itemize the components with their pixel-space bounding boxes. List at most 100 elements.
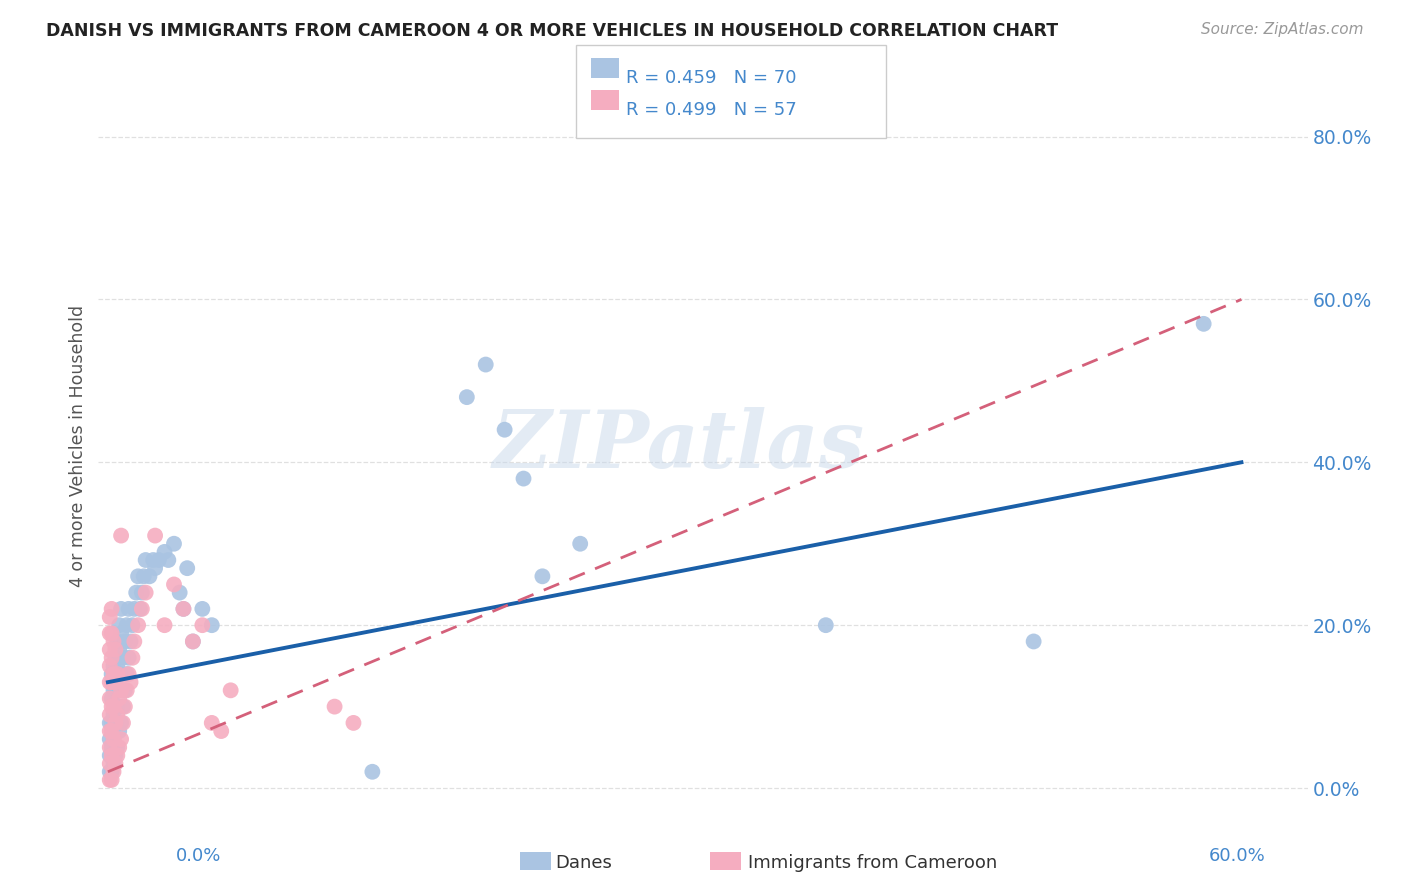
Point	[108, 642, 131, 657]
Point	[98, 740, 121, 755]
Point	[100, 764, 122, 779]
Point	[143, 528, 166, 542]
Point	[474, 358, 496, 372]
Point	[157, 553, 180, 567]
Point	[169, 585, 191, 599]
Point	[118, 667, 141, 681]
Point	[111, 699, 134, 714]
Point	[219, 683, 242, 698]
Point	[115, 667, 138, 681]
Point	[512, 472, 534, 486]
Point	[172, 602, 194, 616]
Point	[98, 715, 121, 730]
Point	[142, 553, 165, 567]
Text: 60.0%: 60.0%	[1209, 847, 1265, 865]
Point	[100, 748, 122, 763]
Point	[191, 602, 214, 616]
Text: DANISH VS IMMIGRANTS FROM CAMEROON 4 OR MORE VEHICLES IN HOUSEHOLD CORRELATION C: DANISH VS IMMIGRANTS FROM CAMEROON 4 OR …	[46, 22, 1059, 40]
Text: 0.0%: 0.0%	[176, 847, 221, 865]
Point	[100, 675, 122, 690]
Point	[127, 569, 149, 583]
Point	[100, 667, 122, 681]
Point	[110, 715, 132, 730]
Y-axis label: 4 or more Vehicles in Household: 4 or more Vehicles in Household	[69, 305, 87, 587]
Point	[124, 602, 146, 616]
Point	[181, 634, 204, 648]
Point	[127, 618, 149, 632]
Point	[98, 732, 121, 747]
Point	[104, 748, 127, 763]
Point	[114, 683, 136, 698]
Point	[103, 732, 125, 747]
Point	[342, 715, 364, 730]
Point	[110, 683, 132, 698]
Point	[103, 659, 125, 673]
Point	[98, 772, 121, 787]
Point	[105, 740, 128, 755]
Point	[98, 764, 121, 779]
Point	[100, 715, 122, 730]
Point	[100, 650, 122, 665]
Point	[105, 634, 128, 648]
Point	[110, 667, 132, 681]
Point	[120, 675, 142, 690]
Point	[569, 537, 592, 551]
Text: Source: ZipAtlas.com: Source: ZipAtlas.com	[1201, 22, 1364, 37]
Point	[1022, 634, 1045, 648]
Point	[110, 732, 132, 747]
Point	[103, 699, 125, 714]
Point	[131, 602, 153, 616]
Point	[121, 650, 143, 665]
Point	[135, 553, 157, 567]
Point	[114, 634, 136, 648]
Point	[163, 577, 186, 591]
Point	[456, 390, 478, 404]
Point	[108, 691, 131, 706]
Point	[98, 756, 121, 771]
Point	[98, 626, 121, 640]
Point	[103, 634, 125, 648]
Point	[111, 650, 134, 665]
Point	[115, 618, 138, 632]
Point	[135, 585, 157, 599]
Point	[100, 626, 122, 640]
Point	[104, 675, 127, 690]
Point	[138, 569, 160, 583]
Point	[104, 642, 127, 657]
Point	[100, 699, 122, 714]
Point	[163, 537, 186, 551]
Point	[108, 683, 131, 698]
Point	[131, 585, 153, 599]
Point	[104, 683, 127, 698]
Point	[103, 683, 125, 698]
Point	[361, 764, 384, 779]
Point	[98, 691, 121, 706]
Point	[125, 585, 148, 599]
Point	[120, 634, 142, 648]
Text: R = 0.499   N = 57: R = 0.499 N = 57	[626, 101, 796, 119]
Point	[110, 626, 132, 640]
Point	[105, 748, 128, 763]
Point	[98, 642, 121, 657]
Point	[98, 707, 121, 722]
Point	[108, 724, 131, 739]
Point	[172, 602, 194, 616]
Point	[153, 545, 176, 559]
Point	[531, 569, 554, 583]
Point	[105, 667, 128, 681]
Point	[191, 618, 214, 632]
Point	[153, 618, 176, 632]
Point	[105, 659, 128, 673]
Point	[98, 724, 121, 739]
Point	[111, 715, 134, 730]
Point	[105, 707, 128, 722]
Point	[110, 602, 132, 616]
Point	[110, 528, 132, 542]
Point	[323, 699, 346, 714]
Point	[201, 715, 224, 730]
Point	[814, 618, 837, 632]
Point	[103, 764, 125, 779]
Point	[115, 683, 138, 698]
Point	[103, 756, 125, 771]
Point	[100, 740, 122, 755]
